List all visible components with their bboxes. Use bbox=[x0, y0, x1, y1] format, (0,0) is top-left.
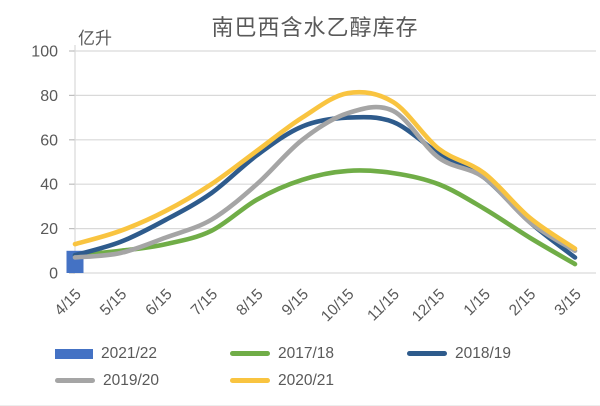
legend-label: 2019/20 bbox=[103, 372, 160, 389]
plot-area: 0 20 40 60 80 100 4/15 5/15 6/15 7/15 8/15 9/15 10/1… bbox=[31, 44, 596, 325]
y-tick-label: 0 bbox=[49, 266, 58, 283]
legend-item-2020/21: 2020/21 bbox=[230, 373, 334, 389]
legend-label: 2021/22 bbox=[101, 345, 158, 362]
x-tick-label: 1/15 bbox=[461, 286, 494, 319]
legend-swatch-line-2020/21 bbox=[230, 378, 270, 384]
series-line-2017/18 bbox=[72, 168, 578, 267]
legend-label: 2020/21 bbox=[278, 372, 335, 389]
y-tick-label: 60 bbox=[40, 132, 58, 149]
y-tick-label: 40 bbox=[40, 177, 58, 194]
y-tick-label: 100 bbox=[31, 44, 58, 61]
y-axis-unit-label: 亿升 bbox=[78, 29, 112, 49]
legend-swatch-line-2017/18 bbox=[230, 351, 270, 357]
legend-label: 2018/19 bbox=[455, 345, 512, 362]
legend-swatch-bar-2021/22 bbox=[55, 348, 93, 359]
y-tick-label: 80 bbox=[40, 88, 58, 105]
x-tick-label: 12/15 bbox=[409, 286, 448, 325]
x-tick-label: 10/15 bbox=[318, 286, 357, 325]
legend-item-2017/18: 2017/18 bbox=[230, 346, 334, 362]
x-tick-label: 6/15 bbox=[142, 286, 175, 319]
x-tick-label: 3/15 bbox=[551, 286, 584, 319]
legend-swatch-line-2019/20 bbox=[55, 378, 95, 384]
series-line-2020/21 bbox=[72, 89, 578, 251]
legend-item-2019/20: 2019/20 bbox=[55, 373, 159, 389]
y-tick-label: 20 bbox=[40, 221, 58, 238]
x-tick-label: 4/15 bbox=[51, 286, 84, 319]
chart-title: 南巴西含水乙醇库存 bbox=[211, 16, 419, 41]
legend-swatch-line-2018/19 bbox=[407, 351, 447, 357]
x-tick-label: 11/15 bbox=[364, 286, 403, 325]
x-tick-label: 9/15 bbox=[279, 286, 312, 319]
x-tick-label: 2/15 bbox=[506, 286, 539, 319]
series-line-2019/20 bbox=[72, 104, 578, 260]
legend-label: 2017/18 bbox=[278, 345, 335, 362]
x-tick-label: 5/15 bbox=[97, 286, 130, 319]
legend-item-2018/19: 2018/19 bbox=[407, 346, 511, 362]
x-tick-label: 8/15 bbox=[233, 286, 266, 319]
legend-item-2021/22: 2021/22 bbox=[55, 346, 157, 362]
x-tick-label: 7/15 bbox=[188, 286, 221, 319]
